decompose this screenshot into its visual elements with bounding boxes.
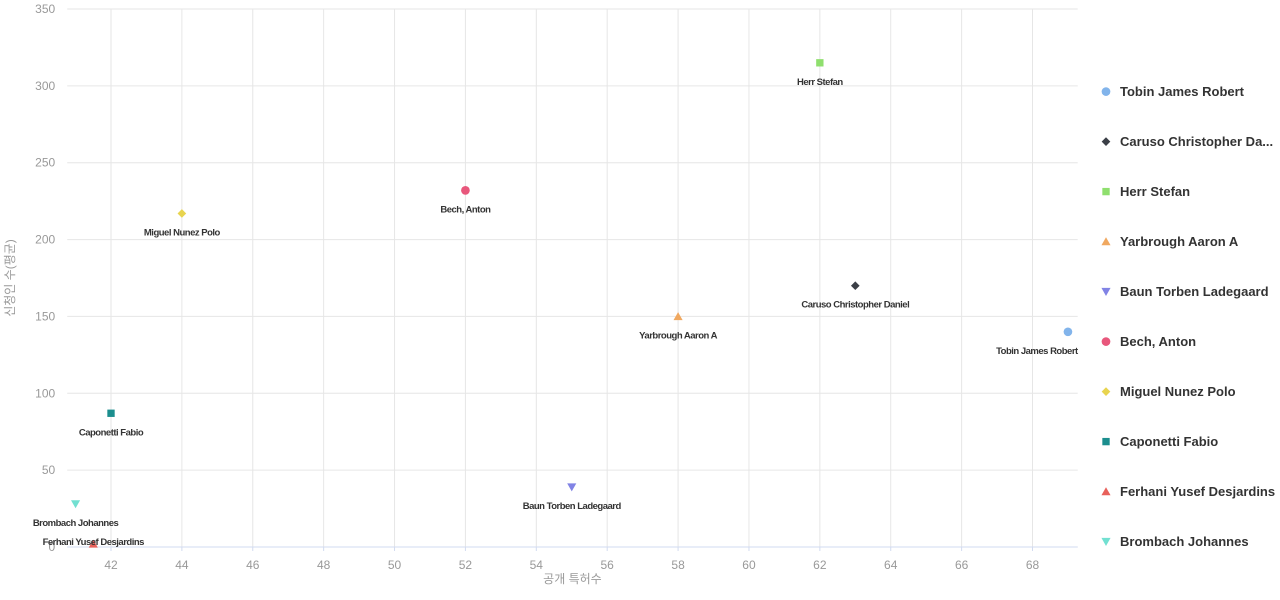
svg-text:Baun Torben Ladegaard: Baun Torben Ladegaard [1120,284,1269,299]
svg-text:100: 100 [35,386,55,400]
svg-text:Caponetti Fabio: Caponetti Fabio [1120,434,1218,449]
svg-text:Tobin James Robert: Tobin James Robert [996,346,1079,357]
svg-text:60: 60 [742,558,756,572]
svg-text:54: 54 [530,558,544,572]
svg-text:Caponetti Fabio: Caponetti Fabio [79,427,144,438]
svg-text:Herr Stefan: Herr Stefan [1120,184,1190,199]
svg-text:44: 44 [175,558,189,572]
svg-text:56: 56 [601,558,615,572]
svg-text:신청인 수(평균): 신청인 수(평균) [3,239,17,317]
svg-text:Caruso Christopher Daniel: Caruso Christopher Daniel [801,300,909,311]
svg-text:50: 50 [388,558,402,572]
svg-text:Yarbrough Aaron A: Yarbrough Aaron A [1120,234,1239,249]
svg-text:Herr Stefan: Herr Stefan [797,77,843,88]
svg-text:Miguel Nunez Polo: Miguel Nunez Polo [1120,384,1236,399]
svg-text:64: 64 [884,558,898,572]
svg-text:58: 58 [671,558,685,572]
svg-text:Miguel Nunez Polo: Miguel Nunez Polo [144,227,221,238]
svg-text:Baun Torben Ladegaard: Baun Torben Ladegaard [523,501,622,512]
svg-text:68: 68 [1026,558,1040,572]
svg-text:공개 특허수: 공개 특허수 [543,572,602,586]
svg-text:Brombach Johannes: Brombach Johannes [33,518,119,529]
svg-text:66: 66 [955,558,969,572]
svg-text:250: 250 [35,156,55,170]
svg-text:150: 150 [35,309,55,323]
svg-text:48: 48 [317,558,331,572]
svg-text:Ferhani Yusef Desjardins: Ferhani Yusef Desjardins [43,537,145,548]
svg-text:Bech, Anton: Bech, Anton [440,204,491,215]
svg-text:52: 52 [459,558,473,572]
svg-text:Caruso Christopher Da...: Caruso Christopher Da... [1120,134,1273,149]
svg-text:Tobin James Robert: Tobin James Robert [1120,84,1245,99]
svg-text:200: 200 [35,233,55,247]
svg-text:46: 46 [246,558,260,572]
svg-text:Ferhani Yusef Desjardins: Ferhani Yusef Desjardins [1120,484,1275,499]
svg-text:300: 300 [35,79,55,93]
svg-text:Yarbrough Aaron A: Yarbrough Aaron A [639,330,718,341]
svg-text:Brombach Johannes: Brombach Johannes [1120,534,1249,549]
svg-text:Bech, Anton: Bech, Anton [1120,334,1196,349]
svg-text:350: 350 [35,2,55,16]
svg-text:42: 42 [104,558,118,572]
svg-text:62: 62 [813,558,827,572]
svg-text:50: 50 [42,463,56,477]
